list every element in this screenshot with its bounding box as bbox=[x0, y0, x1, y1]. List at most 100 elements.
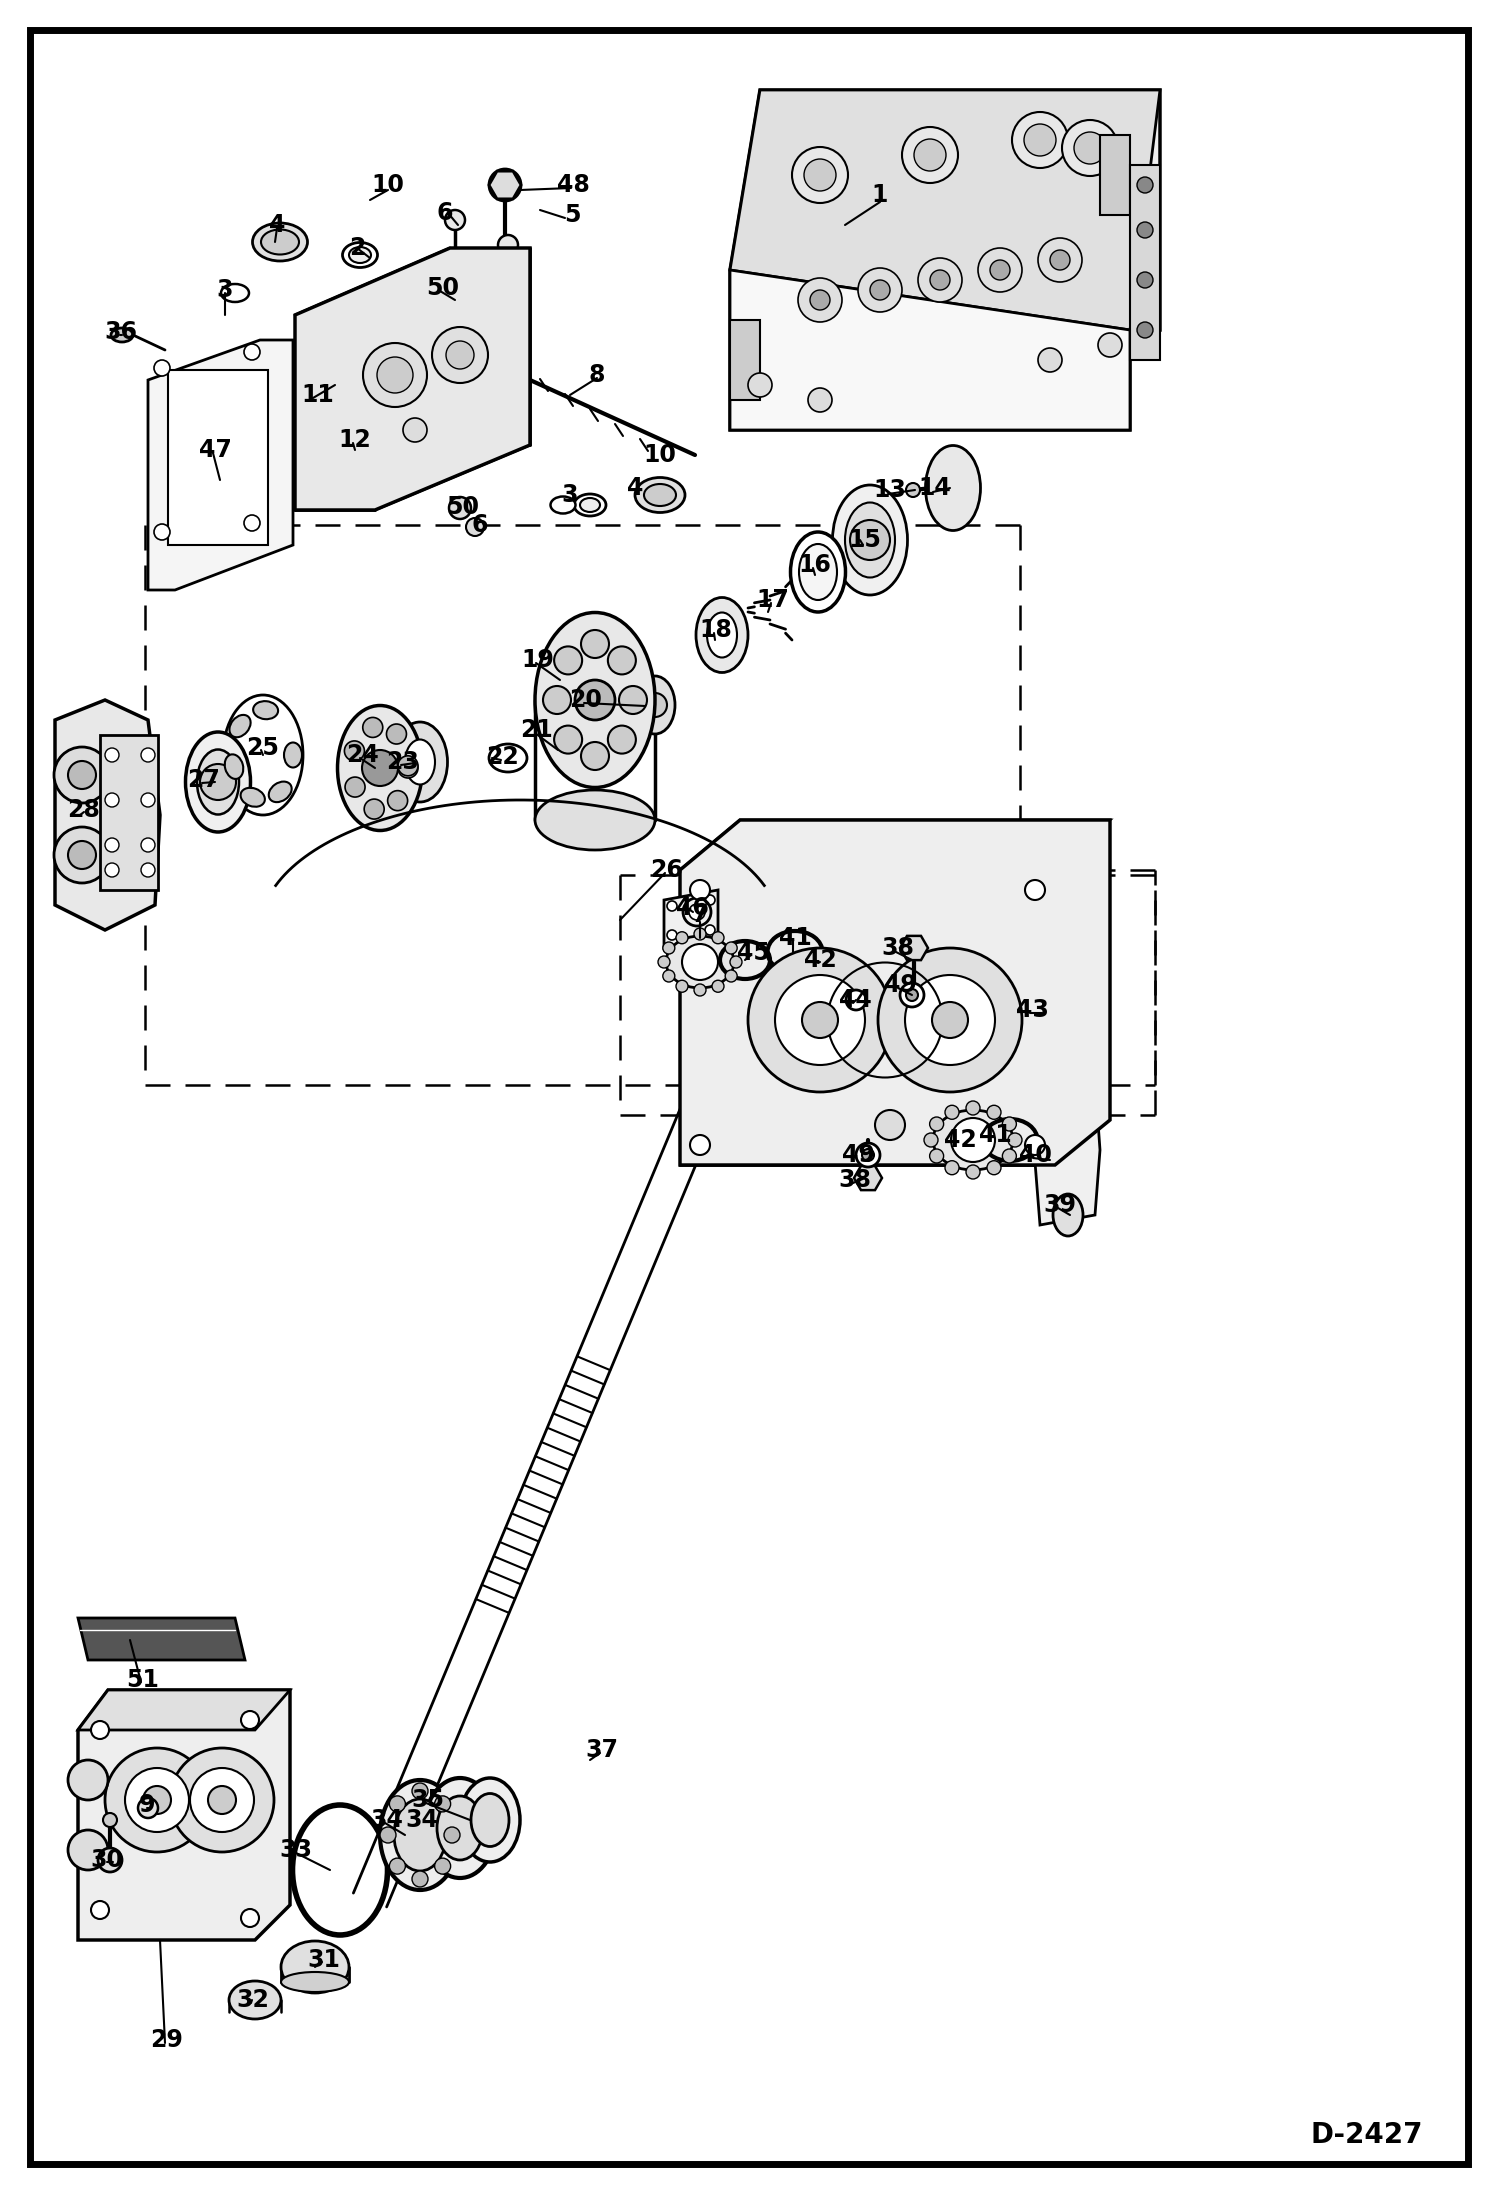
Text: 39: 39 bbox=[1044, 1194, 1077, 1218]
Circle shape bbox=[870, 281, 890, 301]
Circle shape bbox=[748, 948, 891, 1093]
Circle shape bbox=[208, 1786, 237, 1814]
Circle shape bbox=[774, 974, 864, 1064]
Circle shape bbox=[858, 268, 902, 312]
Circle shape bbox=[1025, 880, 1046, 900]
Text: 12: 12 bbox=[339, 428, 372, 452]
Text: 16: 16 bbox=[798, 553, 831, 577]
Ellipse shape bbox=[1053, 1194, 1083, 1235]
Circle shape bbox=[244, 344, 261, 360]
Polygon shape bbox=[295, 248, 530, 509]
Text: 13: 13 bbox=[873, 478, 906, 502]
Circle shape bbox=[445, 211, 464, 230]
Circle shape bbox=[966, 1101, 980, 1115]
Text: 4: 4 bbox=[626, 476, 643, 500]
Circle shape bbox=[244, 516, 261, 531]
Circle shape bbox=[142, 1786, 171, 1814]
Text: 48: 48 bbox=[557, 173, 589, 197]
Circle shape bbox=[608, 647, 635, 674]
Bar bbox=[730, 320, 759, 399]
Circle shape bbox=[105, 748, 118, 761]
Ellipse shape bbox=[437, 1797, 482, 1861]
Circle shape bbox=[363, 717, 383, 737]
Circle shape bbox=[906, 989, 918, 1000]
Circle shape bbox=[581, 742, 610, 770]
Ellipse shape bbox=[697, 597, 748, 674]
Circle shape bbox=[141, 838, 154, 851]
Text: 2: 2 bbox=[349, 237, 366, 261]
Circle shape bbox=[1137, 323, 1153, 338]
Circle shape bbox=[446, 342, 463, 358]
Polygon shape bbox=[854, 1165, 882, 1189]
Polygon shape bbox=[680, 821, 1110, 1165]
Circle shape bbox=[676, 932, 688, 943]
Ellipse shape bbox=[424, 1777, 496, 1878]
Circle shape bbox=[918, 259, 962, 303]
Circle shape bbox=[363, 342, 427, 408]
Circle shape bbox=[1038, 349, 1062, 373]
Circle shape bbox=[1137, 178, 1153, 193]
Circle shape bbox=[446, 340, 473, 369]
Circle shape bbox=[105, 838, 118, 851]
Circle shape bbox=[398, 755, 418, 777]
Circle shape bbox=[54, 746, 109, 803]
Circle shape bbox=[1013, 112, 1068, 169]
Polygon shape bbox=[488, 171, 521, 200]
Circle shape bbox=[1002, 1117, 1016, 1130]
Circle shape bbox=[1050, 250, 1070, 270]
Circle shape bbox=[906, 483, 920, 498]
Circle shape bbox=[105, 792, 118, 807]
Ellipse shape bbox=[574, 494, 607, 516]
Circle shape bbox=[154, 360, 169, 375]
Circle shape bbox=[930, 1117, 944, 1130]
Ellipse shape bbox=[550, 496, 575, 513]
Circle shape bbox=[97, 1847, 121, 1871]
Ellipse shape bbox=[349, 248, 372, 263]
Ellipse shape bbox=[557, 735, 602, 768]
Text: 33: 33 bbox=[280, 1839, 313, 1863]
Circle shape bbox=[412, 1784, 428, 1799]
Ellipse shape bbox=[225, 755, 243, 779]
Circle shape bbox=[798, 279, 842, 323]
Ellipse shape bbox=[404, 739, 434, 785]
Circle shape bbox=[792, 147, 848, 204]
Text: 49: 49 bbox=[884, 972, 917, 996]
Circle shape bbox=[1062, 121, 1118, 176]
Circle shape bbox=[141, 748, 154, 761]
Text: 3: 3 bbox=[217, 279, 234, 303]
Text: 22: 22 bbox=[487, 746, 520, 770]
Bar bbox=[100, 735, 157, 891]
Circle shape bbox=[169, 1749, 274, 1852]
Text: 27: 27 bbox=[187, 768, 220, 792]
Ellipse shape bbox=[229, 715, 250, 737]
Circle shape bbox=[389, 1858, 406, 1874]
Circle shape bbox=[914, 138, 947, 171]
Circle shape bbox=[849, 520, 890, 559]
Text: 50: 50 bbox=[446, 496, 479, 520]
Text: 49: 49 bbox=[842, 1143, 875, 1167]
Circle shape bbox=[667, 930, 677, 939]
Circle shape bbox=[855, 1143, 879, 1167]
Polygon shape bbox=[443, 349, 467, 371]
Ellipse shape bbox=[392, 722, 448, 803]
Polygon shape bbox=[78, 1617, 246, 1661]
Polygon shape bbox=[148, 340, 294, 590]
Ellipse shape bbox=[282, 1972, 349, 1992]
Circle shape bbox=[105, 862, 118, 878]
Bar bbox=[1100, 136, 1129, 215]
Circle shape bbox=[241, 1711, 259, 1729]
Circle shape bbox=[619, 687, 647, 713]
Circle shape bbox=[694, 983, 706, 996]
Circle shape bbox=[443, 1828, 460, 1843]
Ellipse shape bbox=[337, 706, 422, 832]
Circle shape bbox=[345, 777, 366, 796]
Circle shape bbox=[363, 750, 398, 785]
Text: 34: 34 bbox=[406, 1808, 439, 1832]
Circle shape bbox=[386, 724, 406, 744]
Circle shape bbox=[676, 981, 688, 992]
Text: 42: 42 bbox=[944, 1128, 977, 1152]
Circle shape bbox=[91, 1900, 109, 1920]
Circle shape bbox=[712, 932, 724, 943]
Circle shape bbox=[431, 327, 488, 384]
Circle shape bbox=[1025, 1134, 1046, 1154]
